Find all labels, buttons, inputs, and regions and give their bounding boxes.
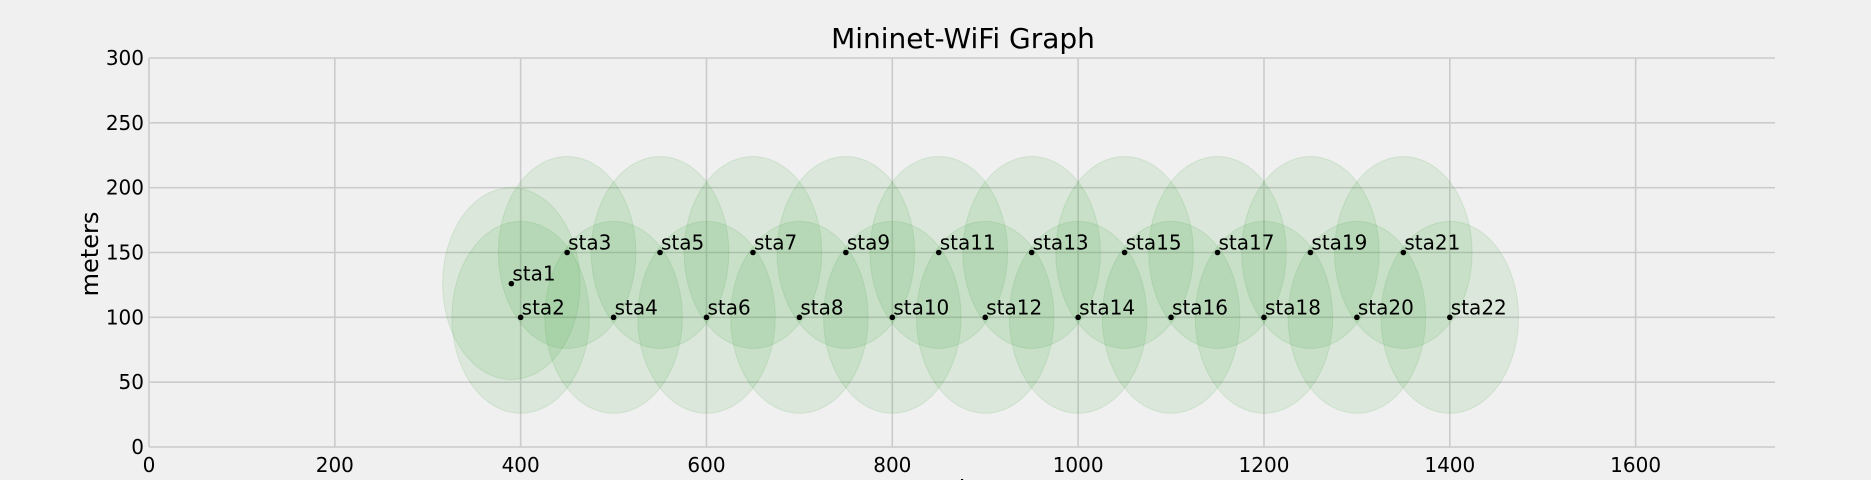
axis-ticks: 0 200 400 600 800 1000 1200 1400 1600 0 50 100 150 20…	[106, 46, 1661, 477]
station-label-sta8: sta8	[800, 295, 843, 319]
station-label-sta11: sta11	[940, 231, 996, 255]
y-tick-label: 250	[106, 111, 144, 135]
station-point-sta6[interactable]	[703, 314, 710, 321]
station-point-sta2[interactable]	[517, 314, 524, 321]
station-point-sta20[interactable]	[1354, 314, 1360, 321]
x-tick-label: 400	[502, 453, 540, 477]
station-label-sta16: sta16	[1172, 295, 1228, 319]
station-point-sta14[interactable]	[1075, 314, 1081, 321]
station-label-sta2: sta2	[522, 295, 565, 319]
x-axis-label: meters	[921, 474, 1006, 480]
x-tick-label: 800	[873, 453, 911, 477]
y-tick-label: 0	[131, 435, 144, 459]
y-tick-label: 100	[106, 305, 144, 329]
station-label-sta4: sta4	[615, 295, 658, 319]
y-tick-label: 150	[106, 241, 144, 265]
station-label-sta5: sta5	[661, 231, 704, 255]
x-tick-label: 200	[316, 453, 354, 477]
station-point-sta7[interactable]	[750, 249, 756, 256]
station-label-sta15: sta15	[1126, 231, 1182, 255]
x-tick-label: 1200	[1239, 453, 1290, 477]
station-point-sta5[interactable]	[657, 249, 663, 256]
station-point-sta16[interactable]	[1168, 314, 1174, 321]
y-tick-label: 50	[119, 370, 144, 394]
station-point-sta11[interactable]	[935, 249, 942, 256]
station-point-sta12[interactable]	[982, 314, 989, 321]
y-axis-label: meters	[76, 212, 104, 297]
range-circles	[442, 156, 1520, 414]
station-label-sta6: sta6	[707, 295, 750, 319]
station-label-sta20: sta20	[1358, 295, 1414, 319]
station-point-sta19[interactable]	[1307, 249, 1314, 256]
x-tick-label: 1000	[1053, 453, 1104, 477]
station-point-sta9[interactable]	[843, 249, 849, 256]
x-tick-label: 0	[143, 453, 156, 477]
x-tick-label: 1600	[1610, 453, 1661, 477]
station-label-sta12: sta12	[986, 295, 1042, 319]
station-point-sta18[interactable]	[1261, 314, 1267, 321]
station-point-sta10[interactable]	[889, 314, 896, 321]
station-point-sta8[interactable]	[796, 314, 803, 321]
station-label-sta3: sta3	[568, 231, 611, 255]
chart-title: Mininet-WiFi Graph	[831, 22, 1095, 55]
station-label-sta1: sta1	[512, 262, 555, 286]
station-point-sta21[interactable]	[1400, 249, 1407, 256]
station-point-sta15[interactable]	[1121, 249, 1128, 256]
grid	[148, 57, 1775, 448]
station-label-sta9: sta9	[847, 231, 890, 255]
x-tick-label: 1400	[1424, 453, 1475, 477]
station-point-sta1[interactable]	[508, 280, 515, 287]
y-tick-label: 300	[106, 46, 144, 70]
station-label-sta10: sta10	[893, 295, 949, 319]
station-nodes: sta1 sta2 sta3 sta4 sta5 sta6 sta7 sta8 sta9 sta1…	[508, 231, 1507, 321]
station-label-sta19: sta19	[1311, 231, 1367, 255]
station-label-sta13: sta13	[1033, 231, 1089, 255]
station-point-sta4[interactable]	[610, 314, 617, 321]
station-label-sta22: sta22	[1451, 295, 1507, 319]
station-label-sta17: sta17	[1219, 231, 1275, 255]
x-tick-label: 600	[687, 453, 725, 477]
station-label-sta21: sta21	[1404, 231, 1460, 255]
station-label-sta18: sta18	[1265, 295, 1321, 319]
station-label-sta14: sta14	[1079, 295, 1135, 319]
station-point-sta13[interactable]	[1028, 249, 1035, 256]
station-point-sta3[interactable]	[564, 249, 570, 256]
station-point-sta22[interactable]	[1447, 314, 1453, 321]
station-point-sta17[interactable]	[1214, 249, 1221, 256]
station-label-sta7: sta7	[754, 231, 797, 255]
y-tick-label: 200	[106, 176, 144, 200]
